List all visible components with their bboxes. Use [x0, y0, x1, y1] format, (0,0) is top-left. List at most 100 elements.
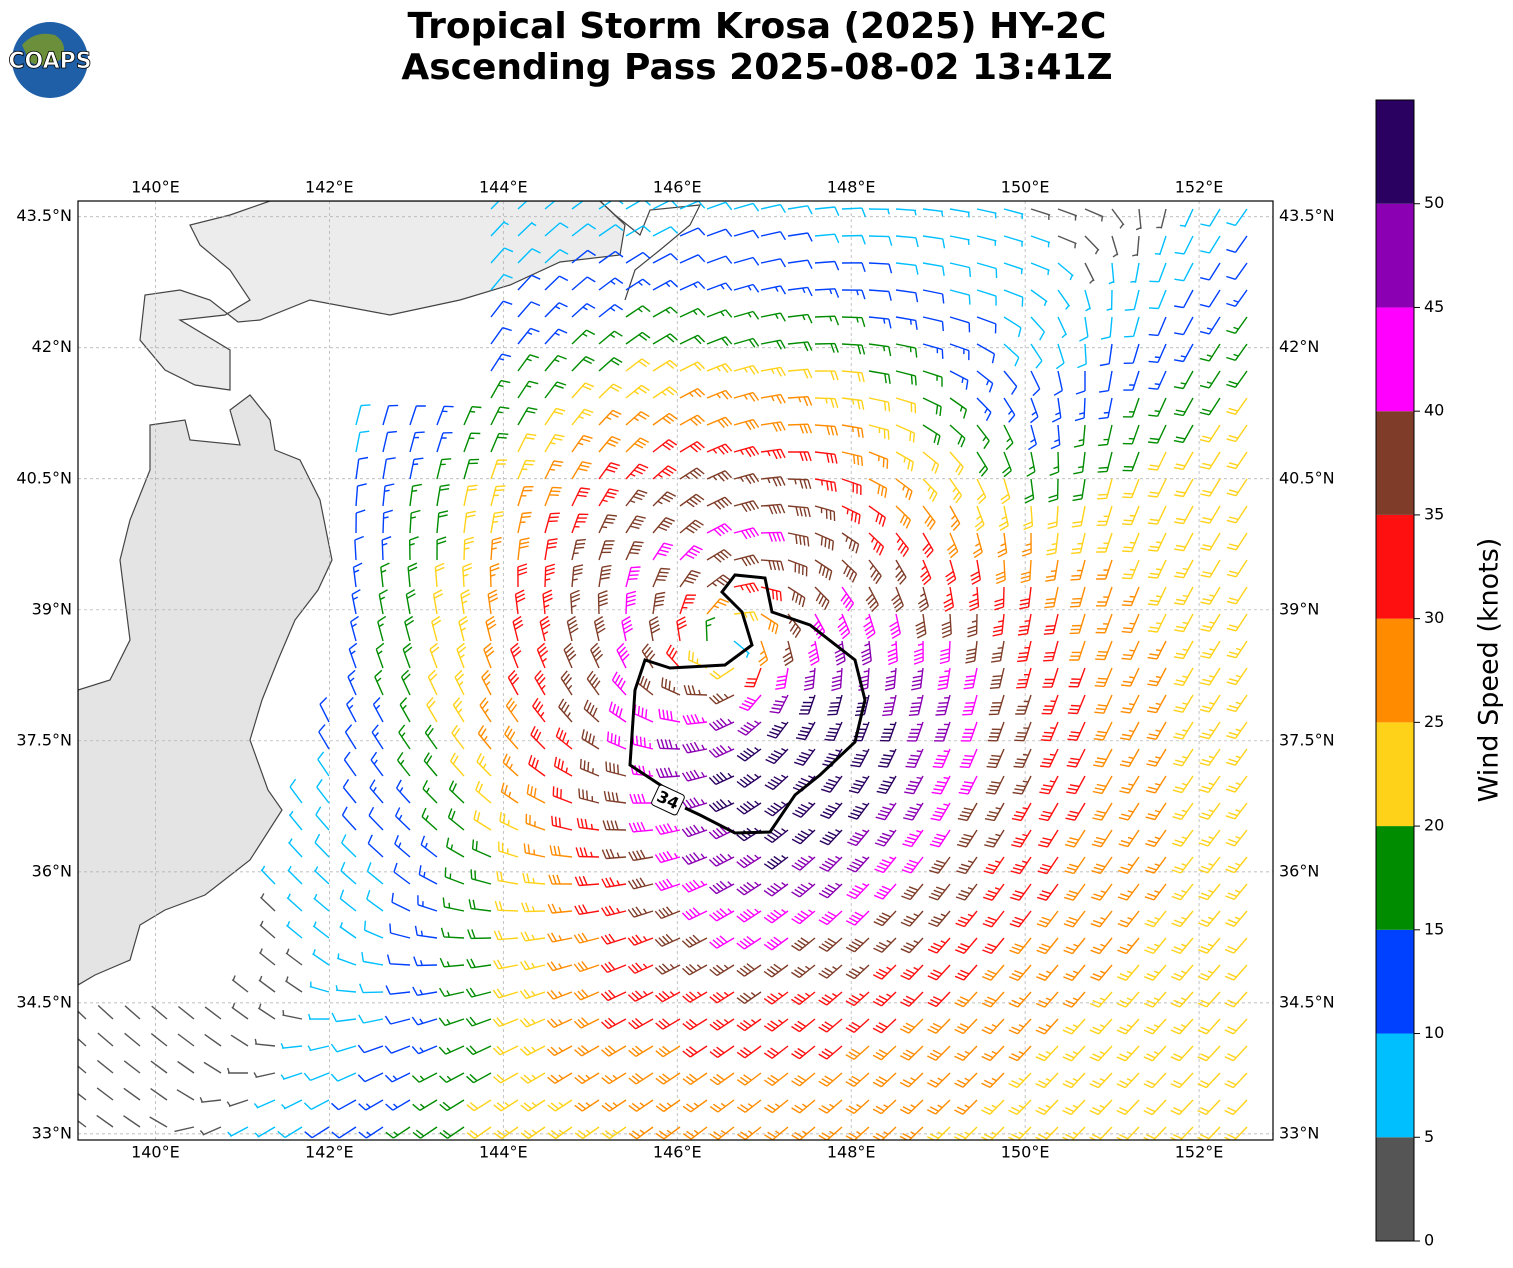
wind-barb	[736, 1099, 762, 1113]
wind-barb	[787, 232, 813, 242]
wind-barb	[439, 1072, 465, 1084]
wind-barb	[814, 370, 839, 381]
wind-barb	[399, 697, 411, 723]
wind-barb	[380, 562, 390, 588]
wind-barb	[1096, 532, 1113, 553]
wind-barb	[760, 531, 785, 542]
wind-barb	[493, 1072, 519, 1084]
wind-barb	[628, 821, 654, 833]
wind-barb	[928, 910, 951, 928]
wind-barb	[530, 725, 546, 750]
wind-barb	[981, 1018, 1005, 1035]
wind-barb	[258, 975, 276, 993]
wind-barb	[426, 697, 438, 723]
wind-barb	[462, 562, 473, 588]
wind-barb	[1035, 1126, 1059, 1140]
wind-barb	[655, 1045, 681, 1058]
wind-barb	[791, 937, 816, 952]
wind-barb	[868, 370, 891, 384]
wind-barb	[1118, 829, 1140, 848]
wind-barb	[1096, 505, 1113, 526]
wind-barb	[1122, 451, 1140, 472]
wind-barb	[1089, 1072, 1113, 1089]
wind-barb	[1148, 532, 1167, 552]
wind-barb	[889, 613, 901, 639]
wind-barb	[954, 1099, 978, 1115]
wind-barb	[628, 1126, 654, 1140]
map-frame	[77, 200, 1274, 1141]
wind-barb	[679, 493, 705, 508]
wind-barb	[1036, 883, 1059, 901]
wind-barb	[1197, 1045, 1221, 1062]
wind-barb	[436, 536, 447, 561]
title: Tropical Storm Krosa (2025) HY-2C	[408, 6, 1107, 47]
wind-barb	[1147, 640, 1167, 660]
wind-barb	[627, 877, 654, 890]
wind-barb	[841, 478, 862, 496]
wind-barb	[895, 370, 917, 386]
wind-barb	[1108, 262, 1115, 285]
wind-barb	[1123, 343, 1140, 364]
wind-barb	[976, 478, 987, 505]
wind-barb	[343, 751, 357, 777]
wind-barb	[254, 1038, 276, 1047]
wind-barb	[962, 694, 978, 716]
wind-barb	[935, 694, 951, 716]
wind-barb	[1044, 586, 1059, 609]
wind-barb	[852, 721, 870, 742]
wind-barb	[803, 667, 816, 691]
wind-barb	[574, 1045, 600, 1057]
wind-barb	[709, 880, 735, 895]
wind-barb	[818, 882, 843, 899]
wind-barb	[1173, 694, 1194, 713]
x-tick-label: 148°E	[827, 178, 876, 197]
wind-barb	[490, 511, 504, 534]
y-tick-label: 36°N	[1279, 861, 1319, 880]
wind-barb	[709, 1045, 735, 1058]
wind-barb	[933, 721, 951, 742]
wind-barb	[313, 893, 330, 912]
wind-barb	[517, 248, 541, 264]
wind-barb	[1084, 262, 1095, 284]
wind-barb	[341, 806, 357, 831]
wind-barb	[555, 727, 573, 750]
wind-barb	[929, 829, 951, 848]
wind-barb	[733, 527, 760, 540]
wind-barb	[1037, 856, 1059, 875]
wind-barb	[652, 491, 677, 507]
wind-barb	[854, 694, 870, 716]
wind-barb	[1121, 640, 1140, 660]
ocean	[78, 201, 1273, 1140]
wind-barb	[922, 316, 944, 332]
wind-barb	[341, 834, 357, 858]
wind-barb	[967, 613, 978, 638]
wind-barb	[681, 934, 708, 948]
x-tick-label: 144°E	[479, 178, 528, 197]
wind-barb	[1118, 802, 1140, 821]
wind-barb	[941, 613, 952, 639]
wind-barb	[1225, 748, 1248, 766]
wind-barb	[411, 1016, 438, 1026]
wind-barb	[409, 536, 419, 561]
wind-barb	[945, 559, 957, 586]
wind-barb	[204, 1033, 222, 1047]
wind-barb	[544, 460, 564, 480]
wind-barb	[315, 806, 330, 831]
wind-barb	[427, 669, 438, 696]
wind-barb	[763, 909, 789, 924]
wind-barb	[917, 586, 929, 613]
wind-barb	[1122, 478, 1140, 499]
wind-barb	[1070, 559, 1086, 581]
wind-barb	[330, 1043, 357, 1053]
wind-barb	[372, 697, 384, 723]
wind-barb	[760, 312, 786, 322]
wind-barb	[1226, 235, 1248, 253]
wind-barb	[304, 1126, 330, 1139]
wind-barb	[877, 748, 897, 768]
wind-barb	[96, 1087, 114, 1101]
wind-barb	[733, 310, 760, 320]
wind-barb	[1072, 478, 1086, 502]
wind-barb	[1071, 532, 1086, 555]
wind-barb	[547, 1072, 573, 1084]
wind-barb	[1174, 316, 1194, 336]
